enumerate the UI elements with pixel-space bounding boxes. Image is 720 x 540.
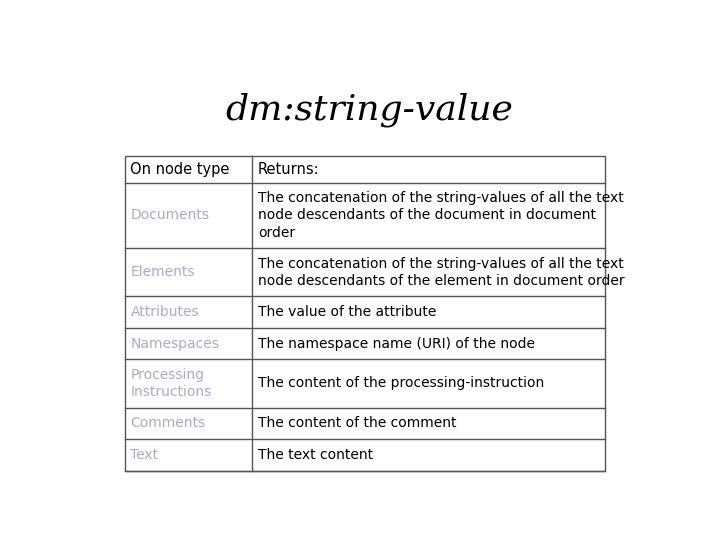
Text: Text: Text bbox=[130, 448, 158, 462]
Text: Processing
Instructions: Processing Instructions bbox=[130, 368, 212, 399]
Text: The text content: The text content bbox=[258, 448, 373, 462]
Text: Namespaces: Namespaces bbox=[130, 336, 220, 350]
Text: On node type: On node type bbox=[130, 162, 230, 177]
Text: The concatenation of the string-values of all the text
node descendants of the d: The concatenation of the string-values o… bbox=[258, 191, 624, 240]
Text: The value of the attribute: The value of the attribute bbox=[258, 305, 436, 319]
Text: The namespace name (URI) of the node: The namespace name (URI) of the node bbox=[258, 336, 535, 350]
Text: Documents: Documents bbox=[130, 208, 210, 222]
Text: Returns:: Returns: bbox=[258, 162, 320, 177]
Text: The concatenation of the string-values of all the text
node descendants of the e: The concatenation of the string-values o… bbox=[258, 256, 624, 288]
Text: Attributes: Attributes bbox=[130, 305, 199, 319]
Text: Elements: Elements bbox=[130, 265, 195, 279]
Text: dm:string-value: dm:string-value bbox=[225, 92, 513, 127]
Text: The content of the comment: The content of the comment bbox=[258, 416, 456, 430]
Text: Comments: Comments bbox=[130, 416, 206, 430]
Text: The content of the processing-instruction: The content of the processing-instructio… bbox=[258, 376, 544, 390]
